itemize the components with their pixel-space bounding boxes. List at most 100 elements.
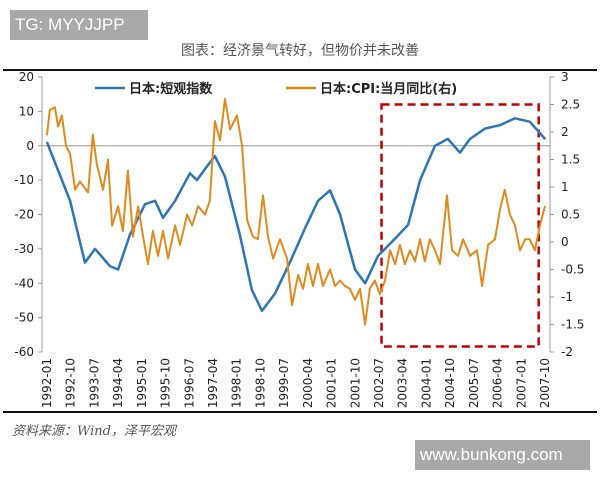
data-point-cpi <box>132 235 134 238</box>
bottom-rule <box>3 411 597 413</box>
data-point-cpi <box>494 238 496 241</box>
left-axis-tick-label: -40 <box>14 276 34 290</box>
data-point-tankan <box>261 309 263 312</box>
data-point-cpi <box>414 260 416 263</box>
x-axis-tick-label: 1997-04 <box>206 358 220 408</box>
data-point-cpi <box>74 188 76 191</box>
x-axis-tick-label: 2006-04 <box>491 358 505 408</box>
right-axis-tick-label: 1 <box>561 180 569 194</box>
data-point-cpi <box>167 257 169 260</box>
data-point-cpi <box>359 287 361 290</box>
data-point-tankan <box>407 224 409 226</box>
data-point-cpi <box>429 238 431 241</box>
data-point-cpi <box>534 249 536 252</box>
data-point-cpi <box>214 120 216 122</box>
data-point-cpi <box>364 323 366 326</box>
data-point-cpi <box>322 285 324 287</box>
right-axis-tick-label: 2.5 <box>561 98 580 112</box>
data-point-tankan <box>459 151 461 154</box>
x-axis-tick-label: 1996-07 <box>182 358 196 408</box>
data-point-tankan <box>84 261 86 264</box>
data-point-cpi <box>236 114 238 117</box>
data-point-cpi <box>514 224 516 227</box>
left-axis-tick-label: 0 <box>26 139 34 153</box>
data-point-cpi <box>349 287 351 290</box>
data-point-tankan <box>109 265 111 267</box>
right-axis-tick-label: 2 <box>561 125 569 139</box>
x-axis-tick-label: 2003-04 <box>396 358 410 408</box>
data-point-tankan <box>364 282 366 285</box>
data-point-tankan <box>289 261 291 264</box>
right-axis-tick-label: 1.5 <box>561 153 580 167</box>
data-point-cpi <box>317 263 319 265</box>
series-line-tankan <box>45 117 546 313</box>
data-point-cpi <box>241 144 243 147</box>
data-point-tankan <box>514 117 516 120</box>
data-point-cpi <box>54 106 56 109</box>
data-point-cpi <box>379 293 381 296</box>
data-point-tankan <box>469 138 471 140</box>
data-point-cpi <box>57 125 59 128</box>
left-axis-tick-label: -30 <box>14 242 34 256</box>
data-point-cpi <box>186 213 188 216</box>
data-point-cpi <box>191 224 193 227</box>
data-point-cpi <box>424 260 426 263</box>
data-point-cpi <box>137 205 139 208</box>
data-point-cpi <box>262 194 264 197</box>
data-point-cpi <box>297 274 299 276</box>
data-point-tankan <box>69 199 71 202</box>
data-point-cpi <box>434 249 436 252</box>
data-point-cpi <box>404 263 406 265</box>
left-axis-tick-label: -10 <box>14 173 34 187</box>
data-point-cpi <box>179 243 181 246</box>
right-axis-tick-label: 3 <box>561 70 569 84</box>
data-point-cpi <box>65 144 67 147</box>
data-point-cpi <box>111 224 113 227</box>
data-point-tankan <box>46 141 48 144</box>
x-axis-tick-label: 2007-10 <box>538 358 552 408</box>
data-point-cpi <box>334 285 336 287</box>
data-point-cpi <box>224 98 226 100</box>
data-point-cpi <box>394 263 396 265</box>
data-point-tankan <box>174 199 176 202</box>
data-point-cpi <box>439 263 441 265</box>
data-point-cpi <box>399 243 401 246</box>
data-point-tankan <box>544 138 546 140</box>
data-point-cpi <box>252 235 254 238</box>
data-point-tankan <box>94 248 96 250</box>
data-point-cpi <box>389 249 391 252</box>
chart-title: 图表：经济景气转好，但物价并未改善 <box>181 43 419 59</box>
highlight-box <box>380 103 540 348</box>
data-point-cpi <box>197 205 199 208</box>
data-point-tankan <box>129 234 131 236</box>
data-point-cpi <box>219 139 221 142</box>
data-point-cpi <box>409 249 411 252</box>
data-point-cpi <box>152 230 154 232</box>
watermark-bottom: www.bunkong.com <box>415 440 590 470</box>
data-point-tankan <box>434 144 436 147</box>
data-point-cpi <box>481 285 483 287</box>
data-point-cpi <box>457 254 459 257</box>
top-rule <box>3 69 597 71</box>
data-point-cpi <box>384 279 386 282</box>
data-point-cpi <box>46 133 48 136</box>
right-axis-tick-label: -0.5 <box>561 263 584 277</box>
x-axis-tick-label: 2004-01 <box>419 358 433 408</box>
data-point-cpi <box>446 194 448 197</box>
data-point-cpi <box>49 109 51 111</box>
x-axis-tick-label: 1995-01 <box>135 358 149 408</box>
data-point-cpi <box>529 238 531 241</box>
data-point-cpi <box>157 254 159 257</box>
data-point-cpi <box>102 188 104 191</box>
data-point-tankan <box>189 172 191 175</box>
data-point-cpi <box>122 230 124 232</box>
data-point-tankan <box>329 189 331 192</box>
x-axis-tick-label: 2004-10 <box>443 358 457 408</box>
data-point-tankan <box>317 199 319 202</box>
data-point-tankan <box>251 289 253 291</box>
data-point-tankan <box>529 120 531 123</box>
data-point-cpi <box>302 287 304 290</box>
left-axis-tick-label: -20 <box>14 208 34 222</box>
right-axis-tick-label: -1 <box>561 290 573 304</box>
